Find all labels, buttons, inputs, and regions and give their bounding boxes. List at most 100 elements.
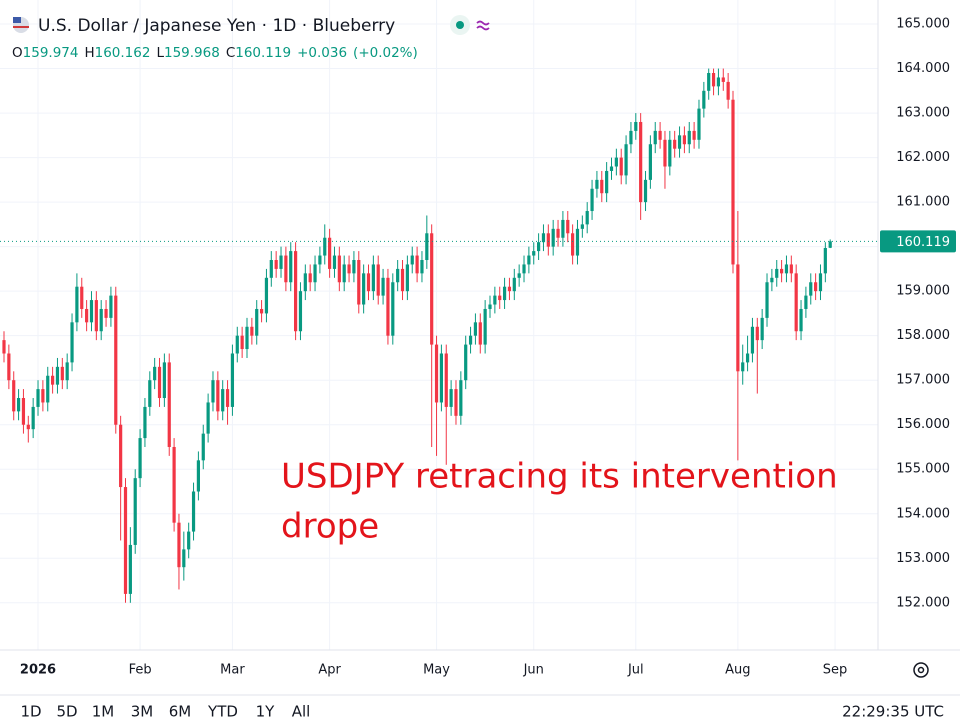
- candle-body: [133, 478, 137, 545]
- candle-body: [488, 304, 492, 309]
- candle-body: [196, 460, 200, 492]
- candle-body: [104, 308, 108, 318]
- candle-body: [250, 326, 254, 336]
- y-tick-label: 156.000: [896, 417, 950, 432]
- x-tick-label: 2026: [20, 663, 56, 678]
- candle-body: [259, 308, 264, 314]
- candle-body: [313, 264, 317, 283]
- candle-body: [648, 144, 652, 180]
- candle-body: [12, 380, 16, 412]
- grid: [0, 0, 878, 650]
- legend-item: +0.036: [297, 45, 347, 61]
- candle-body: [157, 366, 162, 399]
- candle-body: [143, 406, 147, 439]
- candle-body: [405, 264, 409, 292]
- candle-body: [318, 255, 322, 265]
- y-tick-label: 165.000: [896, 17, 950, 32]
- candle-body: [444, 353, 448, 407]
- candle-body: [221, 389, 225, 412]
- legend-item: O: [12, 45, 23, 61]
- candle-body: [65, 362, 69, 381]
- legend-item: H: [84, 45, 94, 61]
- candle-body: [585, 211, 589, 225]
- candle-body: [459, 380, 463, 416]
- candle-body: [541, 233, 546, 243]
- settings-icon-center: [917, 666, 925, 674]
- range-button[interactable]: 1M: [92, 703, 115, 721]
- candle-body: [532, 251, 536, 256]
- candle-body: [225, 389, 230, 407]
- candle-body: [780, 268, 784, 274]
- candle-body: [347, 264, 351, 274]
- candle-body: [2, 340, 6, 354]
- range-button[interactable]: 3M: [131, 703, 154, 721]
- candle-body: [400, 268, 405, 292]
- candle-body: [162, 362, 166, 399]
- range-button[interactable]: 6M: [169, 703, 192, 721]
- candle-body: [454, 389, 458, 416]
- candle-body: [430, 233, 434, 345]
- settings-icon[interactable]: [913, 662, 929, 678]
- candle-body: [449, 389, 453, 407]
- candle-body: [639, 121, 643, 203]
- last-price-label: 160.119: [896, 235, 950, 250]
- candle-body: [7, 353, 11, 381]
- candle-body: [274, 260, 278, 269]
- delay-icon: [476, 20, 490, 31]
- candle-body: [308, 273, 312, 283]
- candle-body: [75, 286, 79, 323]
- candle-body: [483, 308, 487, 345]
- candle-body: [711, 73, 716, 87]
- range-button[interactable]: YTD: [207, 703, 238, 721]
- candle-body: [687, 130, 691, 145]
- candle-body: [595, 179, 599, 189]
- settings-button[interactable]: [913, 662, 929, 678]
- candle-body: [493, 295, 497, 305]
- candle-body: [770, 277, 774, 283]
- candle-body: [707, 73, 711, 91]
- candle-body: [80, 286, 84, 309]
- candle-body: [668, 139, 672, 167]
- candle-body: [138, 438, 142, 479]
- candle-body: [337, 255, 341, 283]
- candle-body: [153, 366, 157, 381]
- candle-body: [298, 291, 303, 332]
- candle-body: [235, 335, 239, 354]
- candle-body: [434, 344, 439, 403]
- candle-body: [269, 260, 273, 278]
- candle-body: [561, 219, 565, 238]
- time-axis: 2026 Feb Mar Apr May Jun Jul Aug Sep: [20, 663, 847, 678]
- candle-body: [201, 433, 205, 461]
- candle-body: [828, 241, 832, 248]
- range-button[interactable]: 5D: [56, 703, 77, 721]
- clock: 22:29:35 UTC: [842, 703, 944, 721]
- candle-body: [653, 130, 657, 145]
- x-tick-label: Sep: [823, 663, 848, 678]
- candle-body: [571, 233, 575, 256]
- candle-body: [818, 273, 823, 292]
- candle-body: [634, 121, 638, 131]
- candle-body: [172, 446, 176, 523]
- candle-body: [289, 251, 293, 283]
- range-button[interactable]: 1Y: [256, 703, 276, 721]
- range-button[interactable]: All: [292, 703, 311, 721]
- range-button[interactable]: 1D: [20, 703, 41, 721]
- candle-body: [804, 295, 808, 309]
- y-tick-label: 152.000: [896, 595, 950, 610]
- y-tick-label: 157.000: [896, 373, 950, 388]
- candle-body: [16, 398, 21, 412]
- y-tick-label: 164.000: [896, 61, 950, 76]
- legend-item: 160.162: [95, 45, 151, 61]
- candle-body: [673, 139, 677, 149]
- candle-body: [114, 295, 118, 425]
- candle-body: [464, 344, 468, 381]
- candle-body: [721, 77, 725, 82]
- candle-body: [148, 380, 152, 407]
- candle-body: [255, 308, 259, 336]
- candle-body: [70, 322, 74, 363]
- legend-item: 159.968: [164, 45, 220, 61]
- candle-body: [580, 224, 584, 229]
- candle-body: [823, 247, 827, 274]
